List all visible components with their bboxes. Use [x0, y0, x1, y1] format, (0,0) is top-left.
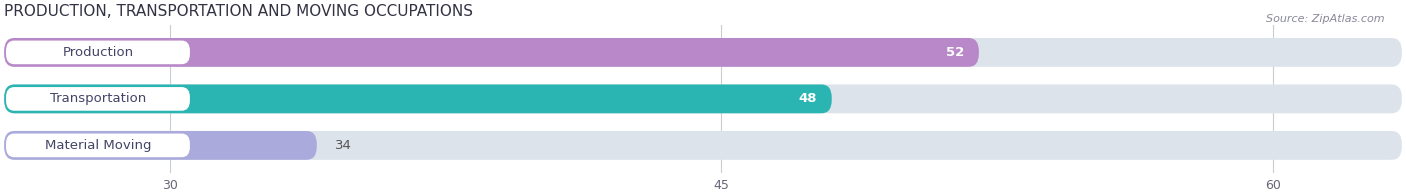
FancyBboxPatch shape	[4, 38, 1402, 67]
Text: Production: Production	[62, 46, 134, 59]
Text: 34: 34	[335, 139, 352, 152]
FancyBboxPatch shape	[4, 84, 832, 113]
Text: Source: ZipAtlas.com: Source: ZipAtlas.com	[1267, 14, 1385, 24]
FancyBboxPatch shape	[4, 38, 979, 67]
Text: Material Moving: Material Moving	[45, 139, 152, 152]
FancyBboxPatch shape	[6, 87, 190, 111]
FancyBboxPatch shape	[6, 41, 190, 64]
Text: 48: 48	[799, 92, 817, 105]
FancyBboxPatch shape	[6, 133, 190, 157]
Text: 52: 52	[946, 46, 965, 59]
FancyBboxPatch shape	[4, 131, 316, 160]
Text: PRODUCTION, TRANSPORTATION AND MOVING OCCUPATIONS: PRODUCTION, TRANSPORTATION AND MOVING OC…	[4, 4, 474, 19]
FancyBboxPatch shape	[4, 84, 1402, 113]
FancyBboxPatch shape	[4, 131, 1402, 160]
Text: Transportation: Transportation	[49, 92, 146, 105]
